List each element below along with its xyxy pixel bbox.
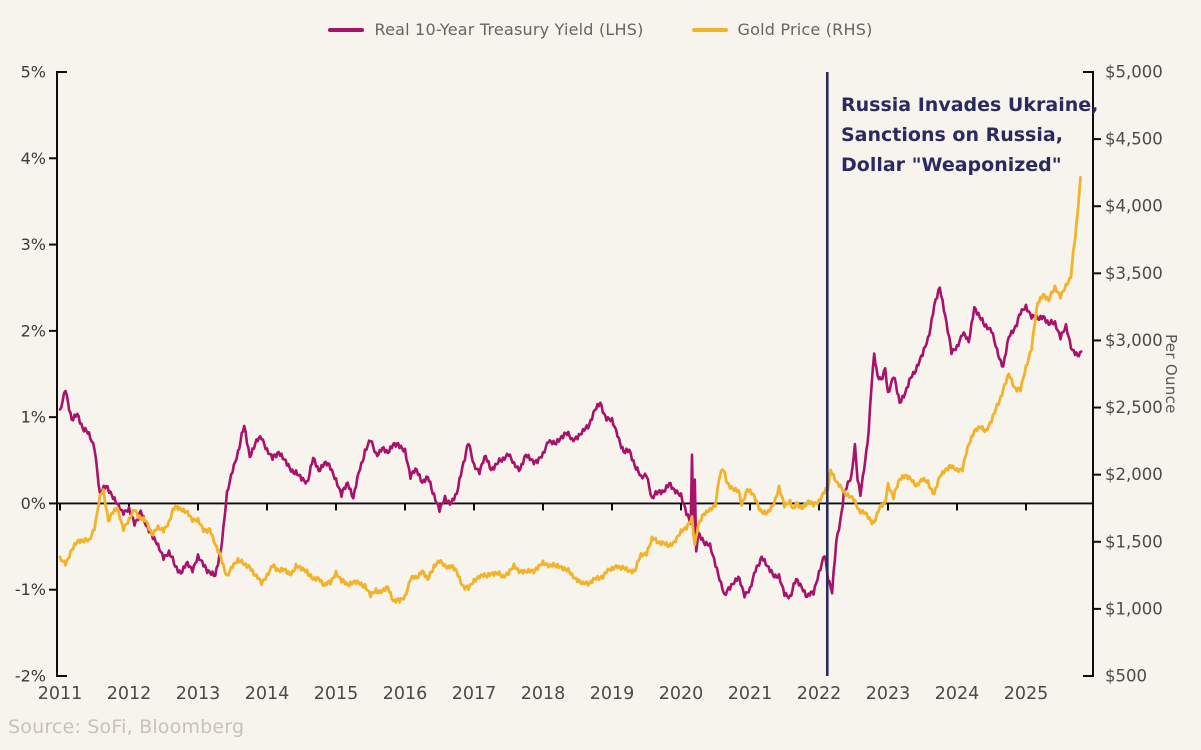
legend-label: Gold Price (RHS) — [737, 20, 873, 39]
x-axis-tick-label: 2021 — [728, 684, 773, 704]
right-axis-tick-label: $1,000 — [1105, 599, 1163, 618]
event-annotation-line: Russia Invades Ukraine, — [841, 94, 1099, 116]
x-axis-tick-label: 2015 — [314, 684, 359, 704]
legend-label: Real 10-Year Treasury Yield (LHS) — [374, 20, 644, 39]
right-axis-tick-label: $1,500 — [1105, 532, 1163, 551]
gold-price-line — [58, 176, 1082, 604]
chart-legend: Real 10-Year Treasury Yield (LHS) Gold P… — [0, 20, 1201, 39]
x-axis-tick-label: 2017 — [452, 684, 497, 704]
x-axis-tick-label: 2025 — [1004, 684, 1049, 704]
right-axis-tick-label: $500 — [1105, 667, 1147, 686]
left-axis-tick-label: 4% — [21, 149, 46, 168]
left-axis-tick-label: 1% — [21, 408, 46, 427]
x-axis-tick-label: 2019 — [590, 684, 635, 704]
right-axis-title: Per Ounce — [1162, 334, 1180, 414]
event-annotation-line: Sanctions on Russia, — [841, 124, 1063, 146]
left-axis-tick-label: 2% — [21, 321, 46, 340]
source-attribution: Source: SoFi, Bloomberg — [8, 716, 245, 738]
x-axis-tick-label: 2023 — [866, 684, 911, 704]
legend-item-treasury-yield: Real 10-Year Treasury Yield (LHS) — [328, 20, 643, 39]
right-axis-tick-label: $2,000 — [1105, 465, 1163, 484]
right-axis-tick-label: $4,500 — [1105, 130, 1163, 149]
left-axis-tick-label: -2% — [15, 667, 46, 686]
x-axis-tick-label: 2024 — [935, 684, 980, 704]
x-axis-tick-label: 2014 — [245, 684, 290, 704]
x-axis-tick-label: 2016 — [383, 684, 428, 704]
x-axis-tick-label: 2022 — [797, 684, 842, 704]
left-axis-tick-label: -1% — [15, 580, 46, 599]
right-axis-tick-label: $4,000 — [1105, 197, 1163, 216]
x-axis-tick-label: 2018 — [521, 684, 566, 704]
x-axis-tick-label: 2020 — [659, 684, 704, 704]
right-axis-tick-label: $5,000 — [1105, 63, 1163, 82]
x-axis-tick-label: 2013 — [176, 684, 221, 704]
legend-item-gold-price: Gold Price (RHS) — [691, 20, 873, 39]
left-axis-tick-label: 3% — [21, 235, 46, 254]
treasury-yield-line — [58, 286, 1083, 600]
event-annotation-line: Dollar "Weaponized" — [841, 154, 1062, 176]
event-annotation: Russia Invades Ukraine, Sanctions on Rus… — [841, 90, 1098, 180]
treasury-yield-swatch — [328, 27, 365, 32]
right-axis-tick-label: $2,500 — [1105, 398, 1163, 417]
gold-price-swatch — [691, 27, 728, 32]
right-axis-tick-label: $3,000 — [1105, 331, 1163, 350]
x-axis-tick-label: 2011 — [38, 684, 83, 704]
left-axis-tick-label: 0% — [21, 494, 46, 513]
right-axis-tick-label: $3,500 — [1105, 264, 1163, 283]
left-axis-tick-label: 5% — [21, 63, 46, 82]
x-axis-tick-label: 2012 — [107, 684, 152, 704]
